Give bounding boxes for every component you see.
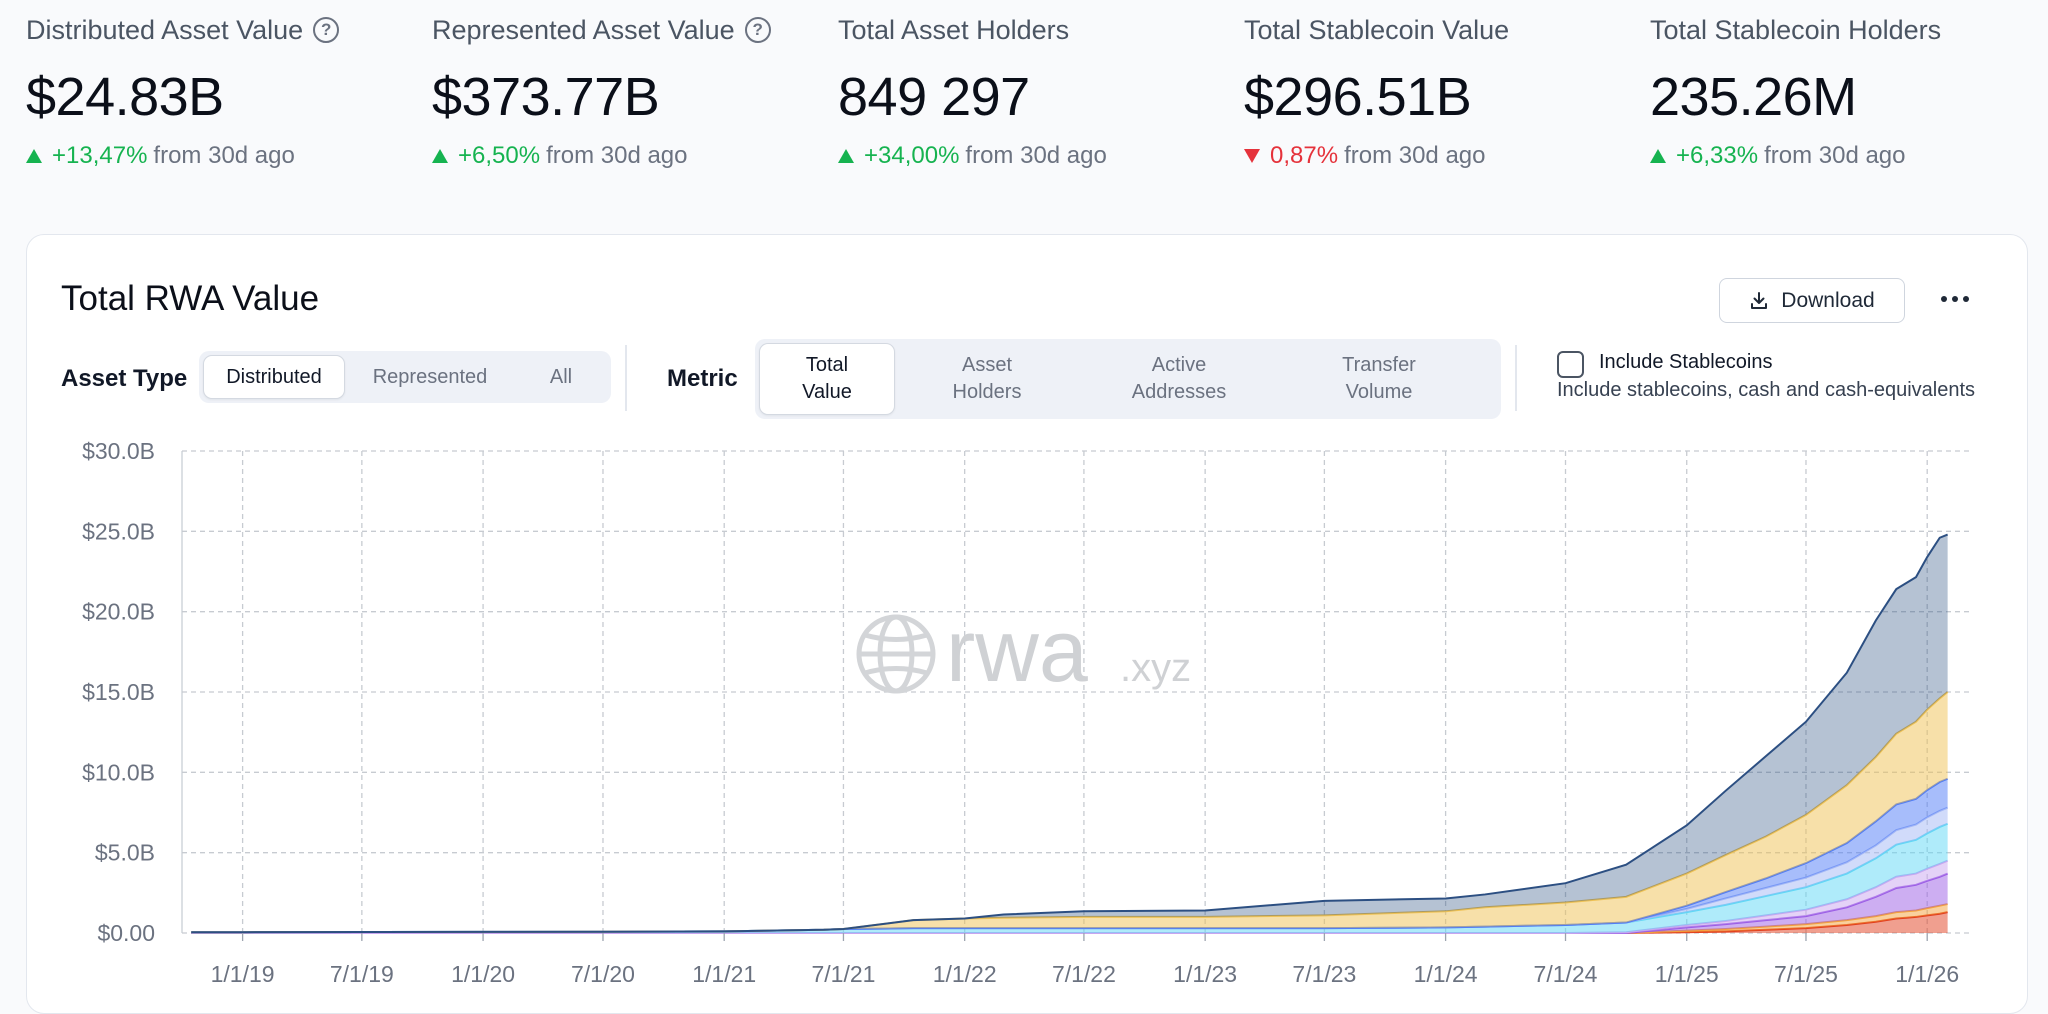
metric-asset-holders[interactable]: Asset Holders: [952, 354, 1022, 403]
y-tick-label: $5.0B: [95, 840, 155, 866]
arrow-down-icon: [1244, 149, 1260, 163]
change-percent: +6,33%: [1676, 142, 1759, 169]
stat-distributed-asset-value: Distributed Asset Value? $24.83B +13,47%…: [26, 12, 406, 170]
globe-icon: [856, 614, 936, 694]
stat-label: Total Asset Holders: [838, 14, 1070, 45]
asset-type-all[interactable]: All: [549, 365, 573, 388]
download-icon: [1751, 291, 1768, 309]
asset-type-distributed[interactable]: Distributed: [203, 355, 345, 399]
stat-change: +6,50% from 30d ago: [432, 142, 812, 170]
stat-value: $296.51B: [1244, 67, 1472, 127]
x-tick-label: 1/1/20: [451, 961, 515, 987]
asset-type-label: Asset Type: [61, 365, 188, 392]
stat-change: +13,47% from 30d ago: [26, 142, 406, 170]
include-stablecoins-description: Include stablecoins, cash and cash-equiv…: [1557, 379, 1976, 401]
y-tick-label: $0.00: [97, 920, 155, 946]
y-tick-label: $15.0B: [82, 679, 155, 705]
watermark: rwa .xyz: [856, 601, 1191, 700]
y-tick-label: $30.0B: [82, 438, 155, 464]
x-tick-label: 7/1/21: [811, 961, 875, 987]
stat-value: 235.26M: [1650, 67, 1857, 127]
divider: [625, 345, 627, 411]
arrow-up-icon: [1650, 149, 1666, 163]
series-line: [191, 533, 1948, 934]
series-area: [191, 912, 1948, 933]
divider: [1515, 345, 1517, 411]
asset-type-segmented: Distributed Represented All: [199, 351, 611, 403]
x-tick-label: 7/1/24: [1534, 961, 1598, 987]
stat-label: Total Stablecoin Value: [1244, 14, 1510, 45]
arrow-up-icon: [26, 149, 42, 163]
stat-label: Represented Asset Value: [432, 14, 735, 45]
x-tick-label: 1/1/24: [1414, 961, 1478, 987]
stat-value: 849 297: [838, 67, 1030, 127]
arrow-up-icon: [838, 149, 854, 163]
stat-change: +6,33% from 30d ago: [1650, 142, 2030, 170]
x-tick-label: 7/1/20: [571, 961, 635, 987]
metric-label: Metric: [667, 365, 738, 392]
x-tick-label: 7/1/23: [1292, 961, 1356, 987]
y-tick-label: $25.0B: [82, 518, 155, 544]
change-suffix: from 30d ago: [965, 142, 1107, 169]
change-percent: +13,47%: [52, 142, 148, 169]
change-suffix: from 30d ago: [153, 142, 295, 169]
metric-total-value[interactable]: Total Value: [759, 343, 895, 415]
more-options-button[interactable]: [1935, 287, 1975, 311]
x-tick-label: 1/1/21: [692, 961, 756, 987]
change-percent: +34,00%: [864, 142, 960, 169]
stat-label: Total Stablecoin Holders: [1650, 14, 1942, 45]
include-stablecoins-label[interactable]: Include Stablecoins: [1599, 351, 1773, 373]
x-tick-label: 7/1/19: [330, 961, 394, 987]
stat-represented-asset-value: Represented Asset Value? $373.77B +6,50%…: [432, 12, 812, 170]
change-suffix: from 30d ago: [1764, 142, 1906, 169]
stat-change: +34,00% from 30d ago: [838, 142, 1218, 170]
stats-row: Distributed Asset Value? $24.83B +13,47%…: [0, 0, 2048, 180]
x-tick-label: 7/1/22: [1052, 961, 1116, 987]
stat-value: $24.83B: [26, 67, 224, 127]
watermark-suffix: .xyz: [1120, 646, 1191, 690]
x-axis: 1/1/19 7/1/19 1/1/20 7/1/20 1/1/21 7/1/21 1/1/…: [211, 933, 1959, 987]
stat-value: $373.77B: [432, 67, 660, 127]
chart-areas: [191, 533, 1949, 934]
metric-active-addresses[interactable]: Active Addresses: [1131, 354, 1227, 403]
stat-change: 0,87% from 30d ago: [1244, 142, 1624, 170]
series-area: [191, 692, 1948, 933]
metric-segmented: Total Value Asset Holders Active Addresses …: [755, 339, 1501, 419]
rwa-area-chart: rwa .xyz $0.00 $5.0B $10.0B $15.0B $20.0B $25…: [82, 438, 1972, 987]
x-tick-label: 1/1/26: [1895, 961, 1959, 987]
x-tick-label: 1/1/19: [211, 961, 275, 987]
change-percent: 0,87%: [1270, 142, 1339, 169]
x-tick-label: 1/1/25: [1655, 961, 1719, 987]
stat-total-stablecoin-holders: Total Stablecoin Holders 235.26M +6,33% f…: [1650, 12, 2030, 170]
watermark-main: rwa: [946, 601, 1088, 700]
stat-total-asset-holders: Total Asset Holders 849 297 +34,00% from …: [838, 12, 1218, 170]
y-axis: $0.00 $5.0B $10.0B $15.0B $20.0B $25.0B $30.0B: [82, 438, 155, 946]
include-stablecoins-checkbox[interactable]: [1557, 351, 1584, 378]
asset-type-represented[interactable]: Represented: [372, 365, 488, 388]
y-tick-label: $10.0B: [82, 759, 155, 785]
x-tick-label: 1/1/23: [1173, 961, 1237, 987]
x-tick-label: 1/1/22: [933, 961, 997, 987]
change-suffix: from 30d ago: [1344, 142, 1486, 169]
metric-transfer-volume[interactable]: Transfer Volume: [1342, 354, 1416, 403]
help-icon[interactable]: ?: [744, 17, 771, 43]
series-area: [191, 534, 1948, 933]
x-tick-label: 7/1/25: [1774, 961, 1838, 987]
stat-label: Distributed Asset Value: [26, 14, 304, 45]
change-suffix: from 30d ago: [546, 142, 688, 169]
stat-total-stablecoin-value: Total Stablecoin Value $296.51B 0,87% fro…: [1244, 12, 1624, 170]
change-percent: +6,50%: [458, 142, 541, 169]
download-button[interactable]: Download: [1719, 278, 1905, 323]
card-title: Total RWA Value: [61, 279, 320, 318]
y-tick-label: $20.0B: [82, 599, 155, 625]
download-label: Download: [1781, 288, 1875, 312]
arrow-up-icon: [432, 149, 448, 163]
help-icon[interactable]: ?: [313, 17, 340, 43]
